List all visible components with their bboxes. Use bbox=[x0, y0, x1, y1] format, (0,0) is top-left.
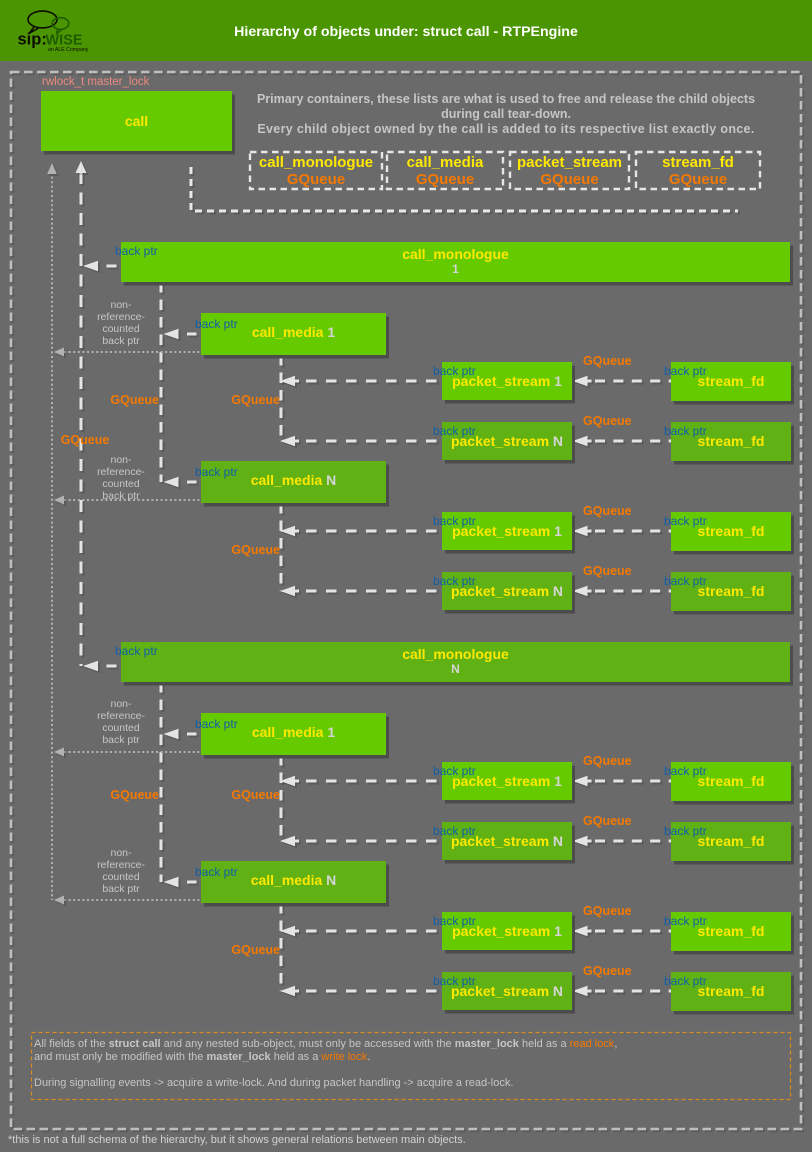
svg-text:WISE: WISE bbox=[46, 33, 83, 49]
svg-text:sip:: sip: bbox=[18, 31, 47, 49]
svg-text:an ALE Company: an ALE Company bbox=[48, 47, 89, 53]
